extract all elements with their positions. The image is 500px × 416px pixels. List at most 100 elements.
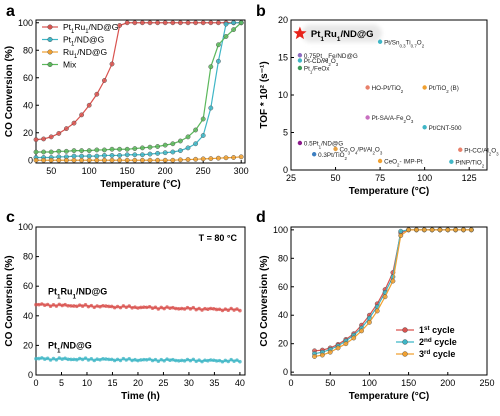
- chart-b-point-label-2: Pt1/FeOx: [304, 66, 330, 75]
- chart-a-s2-point-7: [86, 157, 92, 163]
- chart-c-s0-point-116: [203, 306, 207, 311]
- chart-a-s2-point-14: [139, 157, 145, 163]
- chart-d-plot-frame: [290, 226, 488, 376]
- chart-b-highlight-label: Pt1Ru1/ND@G: [311, 29, 374, 43]
- chart-b-point-label-0: 0.75Pt0.2Fe/ND@G: [304, 53, 358, 62]
- chart-a-s1-point-7: [86, 153, 92, 159]
- chart-c-ytick-label-2: 40: [23, 311, 33, 321]
- chart-c-s0-point-60: [121, 304, 126, 308]
- chart-c-s1-point-140: [238, 359, 242, 364]
- chart-c-s0-point-128: [220, 308, 225, 313]
- chart-a-s0-point-16: [155, 20, 161, 26]
- chart-a-s0-point-14: [139, 20, 145, 26]
- chart-d-s1-point-11: [398, 228, 404, 234]
- chart-b-point-6: [365, 115, 370, 120]
- chart-c-s1-point-100: [179, 358, 184, 363]
- chart-a-s2-point-1: [41, 157, 46, 163]
- chart-a-s2-point-19: [177, 157, 183, 163]
- chart-a-s2-point-0: [33, 157, 39, 163]
- chart-c-s0-point-82: [153, 305, 158, 310]
- chart-c-s0-point-96: [174, 306, 178, 311]
- chart-a-s3-point-0: [33, 149, 39, 155]
- chart-a-s2-point-2: [48, 157, 54, 163]
- chart-c-s0-point-24: [69, 304, 73, 308]
- chart-c-s1-point-44: [98, 358, 102, 362]
- chart-d-s2-point-4: [343, 341, 349, 347]
- chart-b-point-label-10: 0.3Pt/TiO2: [318, 152, 347, 161]
- chart-c-s1-point-86: [159, 357, 164, 362]
- chart-a-series-line-0: [35, 22, 242, 141]
- chart-c-annotation: T = 80 °C: [199, 233, 238, 243]
- chart-d-legend-label-2: 3rd cycle: [419, 349, 455, 360]
- chart-a-s2-point-26: [231, 155, 237, 160]
- chart-c-s1-point-134: [229, 357, 233, 362]
- chart-a-series-line-2: [36, 156, 242, 161]
- chart-a-s3-point-15: [147, 144, 153, 150]
- chart-d-legend-marker-0: [402, 327, 408, 333]
- chart-c-xtick-label-1: 5: [59, 378, 64, 388]
- chart-c-xtick-label-5: 25: [158, 378, 168, 388]
- chart-c-s0-point-70: [136, 306, 140, 310]
- chart-b-point-9: [333, 146, 338, 152]
- chart-c-ytick-label-4: 80: [23, 252, 33, 262]
- chart-b-point-label-8: 0.5Pt1/ND@G: [304, 141, 343, 150]
- chart-b-point-4: [365, 85, 370, 90]
- chart-c-s0-point-38: [89, 303, 94, 308]
- chart-a-s0-point-2: [48, 134, 54, 140]
- chart-a-s2-point-27: [238, 154, 244, 160]
- chart-c-s1-point-98: [176, 358, 181, 363]
- chart-c-s0-point-0: [34, 302, 38, 307]
- chart-a: 50 100 150 200 250 300020406080100Temperature…: [4, 3, 249, 190]
- chart-b-ytick-label-1: 5: [283, 128, 288, 138]
- chart-a-s2-point-12: [124, 157, 130, 163]
- chart-c-s0-point-28: [74, 304, 79, 309]
- chart-a-ytick-label-1: 20: [23, 128, 33, 138]
- chart-d-s2-point-20: [468, 227, 474, 233]
- chart-c-s1-point-48: [104, 357, 108, 361]
- chart-a-legend-marker-2: [47, 49, 53, 55]
- chart-a-s3-point-8: [94, 147, 100, 153]
- chart-c-ylabel: CO Conversion (%): [4, 255, 15, 346]
- chart-c-s1-point-132: [226, 359, 231, 364]
- chart-b-point-13: [449, 159, 454, 164]
- chart-b-point-10: [311, 152, 317, 157]
- chart-b-ytick-label-4: 20: [278, 15, 288, 25]
- chart-c-xtick-label-2: 10: [82, 378, 92, 388]
- chart-a-s0-point-6: [79, 112, 85, 118]
- chart-a-s2-point-20: [185, 157, 191, 162]
- chart-d-legend-marker-1: [402, 339, 408, 345]
- chart-c-s1-point-90: [165, 357, 169, 361]
- chart-a-s1-point-11: [117, 153, 123, 158]
- chart-a-ylabel: CO Conversion (%): [4, 46, 15, 137]
- chart-c-s1-point-38: [89, 357, 94, 361]
- chart-d-s2-point-14: [421, 227, 427, 233]
- chart-c-s0-point-92: [168, 306, 172, 310]
- chart-b-point-label-6: Pt-SA/A-Fe2O3: [372, 115, 414, 124]
- chart-a-s0-point-23: [208, 20, 214, 26]
- chart-a-plot-frame: [35, 19, 246, 164]
- chart-a-s2-point-9: [102, 157, 107, 163]
- chart-c-s1-point-66: [130, 358, 134, 363]
- chart-a-s1-point-26: [231, 20, 237, 26]
- chart-c-s0-point-48: [104, 304, 108, 308]
- chart-a-s2-point-4: [64, 157, 69, 163]
- chart-c-s1-point-72: [139, 358, 143, 362]
- chart-c-ytick-label-0: 0: [28, 370, 33, 380]
- chart-c-s0-point-140: [238, 308, 242, 313]
- chart-a-s2-point-22: [200, 156, 206, 162]
- chart-b-point-7: [422, 125, 427, 130]
- chart-c-xtick-label-7: 35: [209, 378, 219, 388]
- chart-c-s0-point-62: [124, 305, 129, 310]
- chart-a-xtick-label-4: 250: [196, 166, 211, 176]
- chart-c-s0-point-126: [217, 307, 222, 312]
- chart-c-s0-point-124: [214, 307, 219, 312]
- chart-a-s3-point-27: [238, 20, 244, 26]
- chart-d-ytick-label-3: 60: [278, 282, 288, 292]
- chart-a-xtick-label-1: 100: [82, 166, 97, 176]
- chart-a-s0-point-9: [102, 78, 107, 83]
- chart-c-s0-point-98: [176, 307, 181, 311]
- chart-a-s3-point-14: [139, 145, 145, 151]
- chart-a-xtick-label-0: 50: [46, 166, 56, 176]
- chart-c-s0-point-94: [171, 305, 175, 310]
